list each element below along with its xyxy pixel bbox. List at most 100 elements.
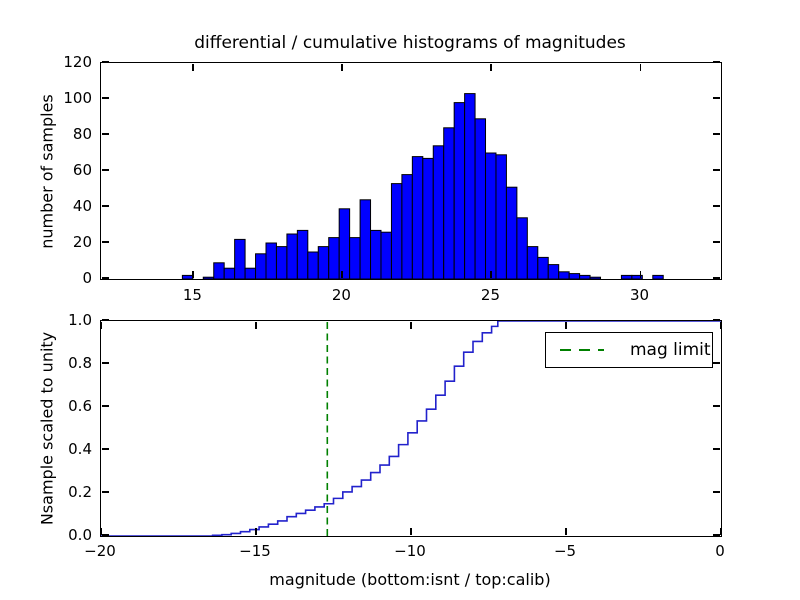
histogram-bar: [527, 247, 537, 279]
tick-mark: [102, 362, 109, 364]
tick-mark: [102, 319, 109, 321]
histogram-bar: [444, 128, 454, 279]
histogram-bar: [308, 252, 318, 279]
histogram-bar: [297, 230, 307, 279]
bottom-y-tick-label: 0.6: [46, 397, 92, 415]
top-x-tick-label: 15: [167, 286, 217, 304]
histogram-bar: [402, 175, 412, 279]
histogram-bar: [266, 243, 276, 279]
tick-mark: [490, 271, 492, 278]
histogram-bar: [653, 275, 663, 279]
bottom-y-tick-label: 1.0: [46, 311, 92, 329]
tick-mark: [341, 64, 343, 71]
top-histogram-plot: [100, 62, 722, 280]
histogram-bar: [569, 274, 579, 279]
tick-mark: [341, 271, 343, 278]
tick-mark: [102, 205, 109, 207]
bottom-x-tick-label: −15: [230, 542, 280, 560]
tick-mark: [713, 362, 720, 364]
tick-mark: [713, 405, 720, 407]
tick-mark: [410, 528, 412, 535]
histogram-bar: [214, 263, 224, 279]
histogram-bar: [454, 103, 464, 279]
legend-dashed-line-icon: [558, 347, 606, 353]
histogram-bar: [339, 209, 349, 279]
top-y-tick-label: 20: [46, 233, 92, 251]
tick-mark: [565, 322, 567, 329]
tick-mark: [102, 277, 109, 279]
bottom-y-tick-label: 0.8: [46, 354, 92, 372]
tick-mark: [713, 169, 720, 171]
histogram-bar: [245, 268, 255, 279]
bottom-x-tick-label: 0: [695, 542, 745, 560]
top-y-tick-label: 60: [46, 161, 92, 179]
tick-mark: [192, 64, 194, 71]
top-x-tick-label: 20: [316, 286, 366, 304]
tick-mark: [720, 528, 722, 535]
histogram-bar: [360, 200, 370, 279]
plot-canvas: [101, 63, 721, 279]
histogram-bar: [496, 155, 506, 279]
top-y-tick-label: 120: [46, 53, 92, 71]
tick-mark: [102, 241, 109, 243]
tick-mark: [713, 448, 720, 450]
x-axis-label: magnitude (bottom:isnt / top:calib): [100, 570, 720, 589]
histogram-bar: [287, 234, 297, 279]
tick-mark: [102, 448, 109, 450]
histogram-bar: [517, 218, 527, 279]
histogram-bar: [621, 275, 631, 279]
histogram-bar: [559, 272, 569, 279]
tick-mark: [192, 271, 194, 278]
histogram-bar: [412, 157, 422, 279]
histogram-bar: [224, 268, 234, 279]
tick-mark: [490, 64, 492, 71]
tick-mark: [713, 133, 720, 135]
bottom-x-tick-label: −5: [540, 542, 590, 560]
tick-mark: [640, 271, 642, 278]
top-y-tick-label: 0: [46, 269, 92, 287]
tick-mark: [102, 133, 109, 135]
histogram-bar: [256, 254, 266, 279]
histogram-bar: [182, 275, 192, 279]
bottom-y-tick-label: 0.0: [46, 526, 92, 544]
legend-label: mag limit: [630, 340, 711, 360]
tick-mark: [713, 277, 720, 279]
tick-mark: [713, 319, 720, 321]
histogram-bar: [465, 94, 475, 279]
tick-mark: [255, 528, 257, 535]
tick-mark: [713, 205, 720, 207]
tick-mark: [255, 322, 257, 329]
top-x-tick-label: 30: [615, 286, 665, 304]
tick-mark: [713, 241, 720, 243]
tick-mark: [720, 322, 722, 329]
bottom-y-tick-label: 0.4: [46, 440, 92, 458]
histogram-bar: [423, 158, 433, 279]
bottom-y-tick-label: 0.2: [46, 483, 92, 501]
figure-title: differential / cumulative histograms of …: [100, 33, 720, 53]
tick-mark: [102, 97, 109, 99]
histogram-bar: [371, 230, 381, 279]
legend: mag limit: [545, 332, 713, 368]
histogram-bar: [486, 153, 496, 279]
tick-mark: [713, 534, 720, 536]
bottom-x-tick-label: −20: [75, 542, 125, 560]
tick-mark: [100, 322, 102, 329]
histogram-bar: [276, 247, 286, 279]
matplotlib-figure: differential / cumulative histograms of …: [0, 0, 800, 600]
histogram-bar: [329, 238, 339, 279]
tick-mark: [713, 97, 720, 99]
tick-mark: [102, 405, 109, 407]
top-y-tick-label: 100: [46, 89, 92, 107]
bottom-x-tick-label: −10: [385, 542, 435, 560]
top-y-tick-label: 40: [46, 197, 92, 215]
tick-mark: [102, 169, 109, 171]
tick-mark: [713, 491, 720, 493]
tick-mark: [102, 534, 109, 536]
histogram-bar: [318, 247, 328, 279]
histogram-bar: [235, 239, 245, 279]
tick-mark: [410, 322, 412, 329]
top-x-tick-label: 25: [465, 286, 515, 304]
tick-mark: [565, 528, 567, 535]
tick-mark: [102, 491, 109, 493]
histogram-bar: [538, 257, 548, 279]
